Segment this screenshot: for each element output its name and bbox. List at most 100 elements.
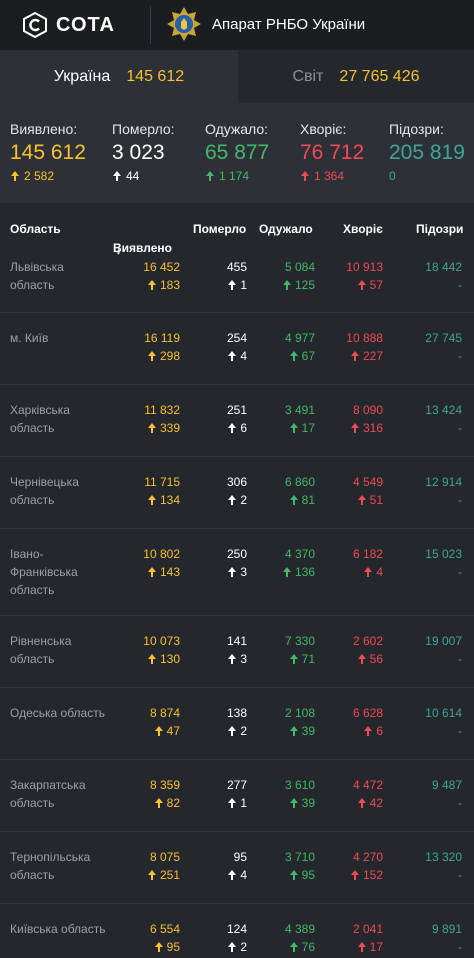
summary-recovered-label: Одужало: xyxy=(205,121,269,137)
cell-deaths-value: 138 xyxy=(226,706,247,720)
arrow-up-icon xyxy=(227,942,237,952)
summary-suspected-delta-value: 0 xyxy=(389,169,396,183)
cell-sick-value: 4 549 xyxy=(352,475,383,489)
cell-sick-delta: 57 xyxy=(346,276,383,294)
table-header: Область Виявлено ↓ Померло Одужало Хворіє… xyxy=(0,203,474,257)
arrow-up-icon xyxy=(147,351,156,361)
cell-confirmed: 10 802 143 xyxy=(143,545,180,581)
region-tabs: Україна 145 612 Світ 27 765 426 xyxy=(0,50,474,103)
cell-confirmed-value: 16 119 xyxy=(144,331,180,345)
table-row[interactable]: Харківська область 11 832 339 251 6 3 491 17 8 … xyxy=(0,384,474,456)
cell-deaths-value: 124 xyxy=(226,922,247,936)
cell-confirmed: 8 075 251 xyxy=(147,848,180,884)
col-region[interactable]: Область xyxy=(10,222,61,236)
summary-confirmed-label: Виявлено: xyxy=(10,121,78,137)
cell-recovered-delta-value: 76 xyxy=(301,940,315,954)
cell-confirmed: 8 359 82 xyxy=(150,776,180,812)
cell-suspected-value: 9 487 xyxy=(431,778,462,792)
summary-recovered-delta-value: 1 174 xyxy=(219,169,250,183)
summary-recovered: Одужало: 65 877 1 174 xyxy=(205,121,269,183)
tab-ukraine[interactable]: Україна 145 612 xyxy=(0,50,238,103)
col-deaths[interactable]: Померло xyxy=(193,222,247,236)
cell-recovered-delta: 17 xyxy=(285,419,315,437)
summary-recovered-delta: 1 174 xyxy=(205,169,269,183)
arrow-up-icon xyxy=(227,798,237,808)
cell-sick: 2 041 17 xyxy=(353,920,383,956)
cell-recovered-delta: 125 xyxy=(282,276,315,294)
summary-deaths-delta-value: 44 xyxy=(126,169,140,183)
col-recovered[interactable]: Одужало xyxy=(259,222,313,236)
table-row[interactable]: Одеська область 8 874 47 138 2 2 108 39 6 628 6 1… xyxy=(0,687,474,759)
cell-sick-delta: 51 xyxy=(353,491,383,509)
cell-recovered-delta: 81 xyxy=(285,491,315,509)
cell-deaths-delta: 1 xyxy=(227,794,247,812)
arrow-up-icon xyxy=(350,351,359,361)
header-divider xyxy=(150,6,151,44)
arrow-up-icon xyxy=(227,726,237,736)
summary-suspected: Підозри: 205 819 0 xyxy=(389,121,465,183)
table-row[interactable]: Тернопільська область 8 075 251 95 4 3 710 95 4… xyxy=(0,831,474,903)
summary-deaths-label: Померло: xyxy=(112,121,175,137)
cell-recovered: 3 491 17 xyxy=(285,401,315,437)
cell-suspected-delta-value: - xyxy=(458,278,462,292)
summary-sick-delta-value: 1 364 xyxy=(314,169,345,183)
cell-deaths-delta-value: 2 xyxy=(240,493,247,507)
cell-suspected-delta-value: - xyxy=(458,565,462,579)
cell-deaths-value: 306 xyxy=(226,475,247,489)
cell-suspected: 10 614 - xyxy=(425,704,462,740)
table-row[interactable]: Закарпатська область 8 359 82 277 1 3 610 39 4 … xyxy=(0,759,474,831)
arrow-up-icon xyxy=(289,726,298,736)
cell-suspected: 9 891 - xyxy=(432,920,462,956)
cell-recovered-delta: 95 xyxy=(285,866,315,884)
tab-ukraine-label: Україна xyxy=(53,67,111,85)
table-row[interactable]: Київська область 6 554 95 124 2 4 389 76 2 041 1… xyxy=(0,903,474,958)
table-row[interactable]: Івано-Франківська область 10 802 143 250 3 4 … xyxy=(0,528,474,615)
summary-suspected-delta: 0 xyxy=(389,169,465,183)
cell-recovered: 2 108 39 xyxy=(285,704,315,740)
arrow-up-icon xyxy=(282,280,291,290)
cell-sick-delta: 17 xyxy=(353,938,383,956)
logo-text: СОТА xyxy=(56,13,115,36)
arrow-up-icon xyxy=(289,495,298,505)
cota-logo-icon xyxy=(23,12,47,38)
arrow-up-icon xyxy=(289,870,298,880)
cell-recovered-value: 4 389 xyxy=(284,922,315,936)
cell-suspected-delta-value: - xyxy=(458,724,462,738)
summary-sick-value: 76 712 xyxy=(300,141,365,164)
arrow-up-icon xyxy=(289,654,298,664)
cell-suspected-delta: - xyxy=(425,563,462,581)
col-suspected[interactable]: Підозри xyxy=(416,222,464,236)
summary-suspected-label: Підозри: xyxy=(389,121,444,137)
table-row[interactable]: Рівненська область 10 073 130 141 3 7 330 71 2 … xyxy=(0,615,474,687)
cell-confirmed-delta-value: 130 xyxy=(159,652,180,666)
arrow-up-icon xyxy=(147,280,156,290)
cell-suspected: 19 007 - xyxy=(425,632,462,668)
region-name: Чернівецька область xyxy=(10,475,79,507)
cell-deaths-delta-value: 4 xyxy=(240,868,247,882)
table-row[interactable]: м. Київ 16 119 298 254 4 4 977 67 10 888 227 27 7… xyxy=(0,312,474,384)
col-sick[interactable]: Хворіє xyxy=(343,222,383,236)
table-row[interactable]: Чернівецька область 11 715 134 306 2 6 860 81 4… xyxy=(0,456,474,528)
cell-confirmed-delta-value: 82 xyxy=(166,796,180,810)
cell-confirmed-value: 8 075 xyxy=(149,850,180,864)
cell-confirmed-delta-value: 134 xyxy=(159,493,180,507)
summary-suspected-value: 205 819 xyxy=(389,141,465,164)
region-name: Рівненська область xyxy=(10,634,72,666)
cota-logo[interactable]: СОТА xyxy=(22,12,115,38)
cell-recovered-value: 2 108 xyxy=(284,706,315,720)
cell-deaths-delta: 6 xyxy=(227,419,247,437)
cell-suspected: 13 320 - xyxy=(425,848,462,884)
cell-recovered-delta: 76 xyxy=(285,938,315,956)
cell-suspected: 18 442 - xyxy=(425,258,462,294)
cell-deaths-value: 250 xyxy=(226,547,247,561)
cell-suspected-value: 12 914 xyxy=(425,475,462,489)
arrow-up-icon xyxy=(282,567,291,577)
cell-recovered-delta-value: 17 xyxy=(301,421,315,435)
cell-sick: 6 182 4 xyxy=(353,545,383,581)
cell-deaths-delta: 4 xyxy=(227,866,247,884)
rnbo-link[interactable]: Апарат РНБО України xyxy=(166,6,365,42)
table-row[interactable]: Львівська область 16 452 183 455 1 5 084 125 10… xyxy=(0,255,474,312)
cell-deaths-delta-value: 1 xyxy=(240,796,247,810)
arrow-up-icon xyxy=(289,798,298,808)
tab-world[interactable]: Світ 27 765 426 xyxy=(238,50,474,103)
